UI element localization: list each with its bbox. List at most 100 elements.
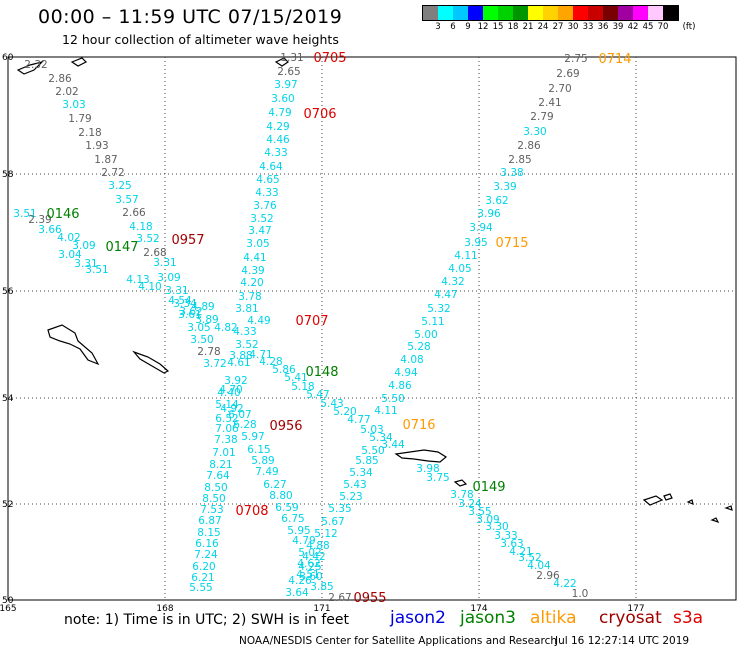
scale-label: 3 [435,22,441,32]
scale-swatch [588,6,603,20]
wave-height-value: 5.34 [349,467,373,479]
wave-height-value: 2.75 [564,53,587,65]
wave-height-value: 3.55 [468,506,491,518]
wave-height-value: 3.78 [238,291,261,303]
wave-height-value: 3.52 [136,233,159,245]
wave-height-value: 3.88 [229,350,252,362]
scale-label: 70 [657,22,669,32]
scale-label: 39 [612,22,624,32]
pass-time-label: 0955 [353,591,386,606]
wave-height-value: 3.09 [476,514,499,526]
scale-swatch [618,6,633,20]
longitude-label: 171 [313,604,330,614]
island-outline [16,60,44,75]
scale-swatch [438,6,453,20]
wave-height-value: 3.04 [58,249,82,261]
wave-height-value: 3.09 [72,240,95,252]
wave-height-value: 6.28 [233,419,256,431]
wave-height-value: 6.15 [247,444,270,456]
wave-height-value: 3.60 [299,571,322,583]
wave-height-value: 6.87 [198,515,221,527]
wave-height-value: 4.54 [168,295,192,307]
wave-height-value: 1.31 [280,52,303,64]
island-outline [724,505,733,511]
wave-height-value: 6.21 [191,572,214,584]
wave-height-value: 4.40 [217,387,240,399]
longitude-label: 168 [156,604,173,614]
wave-height-value: 3.92 [224,375,247,387]
wave-height-value: 3.47 [248,225,271,237]
wave-height-value: 7.49 [255,466,278,478]
wave-height-value: 3.66 [38,224,62,236]
pass-time-label: 0148 [305,365,338,380]
wave-height-value: 3.30 [485,521,508,533]
wave-height-value: 4.33 [233,326,256,338]
wave-height-value: 2.96 [536,570,560,582]
wave-height-value: 6.27 [263,479,286,491]
wave-height-value: 4.71 [249,349,272,361]
wave-height-value: 4.18 [129,221,152,233]
wave-height-value: 3.31 [165,285,188,297]
wave-height-value: 5.86 [272,364,296,376]
wave-height-value: 4.29 [266,121,289,133]
wave-height-value: 4.11 [454,250,477,262]
wave-height-value: 7.53 [200,504,223,516]
wave-height-value: 5.95 [287,525,310,537]
scale-swatch [423,6,438,20]
scale-label: 9 [465,22,471,32]
wave-height-value: 3.44 [381,439,405,451]
wave-height-value: 2.72 [101,167,124,179]
wave-height-value: 4.05 [448,263,471,275]
wave-height-value: 4.46 [266,134,290,146]
wave-height-value: 2.18 [78,127,101,139]
wave-height-value: 5.18 [291,381,314,393]
wave-height-value: 2.86 [517,140,541,152]
wave-height-value: 2.67 [328,592,351,604]
wave-height-value: 3.24 [458,498,482,510]
wave-height-value: 3.96 [477,208,501,220]
wave-height-value: 1.93 [85,140,108,152]
wave-height-value: 3.64 [285,587,309,599]
wave-height-value: 2.69 [556,68,579,80]
wave-height-value: 3.72 [203,358,226,370]
wave-height-value: 3.89 [195,314,218,326]
wave-height-value: 3.97 [274,79,297,91]
wave-height-value: 3.50 [190,334,213,346]
pass-time-label: 0716 [402,418,435,433]
wave-height-value: 4.49 [247,315,270,327]
wave-height-value: 3.34 [173,298,197,310]
wave-height-value: 2.66 [122,207,146,219]
wave-height-value: 2.39 [28,214,51,226]
wave-height-value: 4.25 [298,561,321,573]
island-outline [686,499,694,505]
pass-time-label: 0706 [303,107,336,122]
wave-height-value: 3.60 [271,93,294,105]
wave-height-value: 2.02 [55,86,78,98]
wave-height-value: 4.47 [434,289,457,301]
wave-height-value: 4.22 [553,578,576,590]
wave-height-value: 5.50 [361,445,384,457]
wave-height-value: 4.41 [243,252,266,264]
wave-height-value: 5.85 [355,455,378,467]
pass-time-label: 0957 [171,233,204,248]
pass-time-label: 0956 [269,419,302,434]
wave-height-value: 4.28 [259,356,282,368]
latitude-label: 56 [2,287,14,297]
credit-timestamp: Jul 16 12:27:14 UTC 2019 [555,635,690,647]
wave-height-value: 5.12 [314,528,337,540]
pass-time-label: 0147 [105,240,138,255]
scale-label: 30 [567,22,579,32]
island-outline [663,493,673,501]
legend-cryosat: cryosat [599,608,662,628]
island-outline [453,479,468,487]
pass-time-label: 0714 [598,52,631,67]
wave-height-value: 6.75 [281,513,304,525]
wave-height-value: 1.87 [94,154,117,166]
longitude-label: 177 [627,604,644,614]
wave-height-value: 5.43 [343,479,366,491]
wave-height-value: 1.79 [68,113,91,125]
pass-time-label: 0708 [235,504,268,519]
latitude-label: 50 [2,596,14,606]
scale-label: 21 [522,22,534,32]
wave-height-value: 4.82 [214,322,237,334]
